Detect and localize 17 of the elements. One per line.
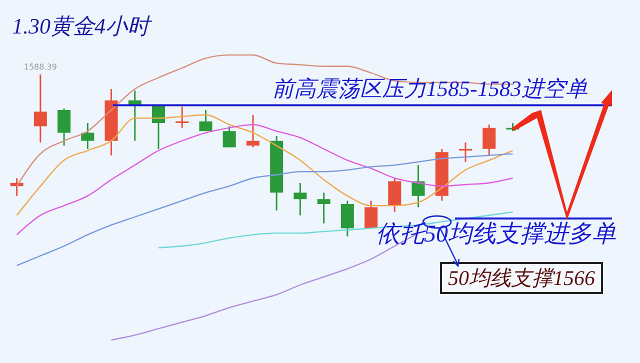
candlestick [199, 109, 212, 132]
chart-title: 1.30黄金4小时 [12, 13, 152, 38]
candlestick [81, 122, 94, 150]
candlestick [317, 192, 330, 224]
candlestick [246, 114, 260, 148]
annotation: 1588.39 [24, 62, 57, 72]
candlestick [176, 106, 189, 129]
candlestick [482, 124, 496, 156]
candlestick [412, 164, 425, 208]
candlestick [294, 182, 307, 216]
candlestick [58, 108, 71, 146]
candlestick [222, 126, 236, 148]
ref-line-label: 前高震荡区压力1585-1583进空单 [272, 76, 588, 102]
candlestick [459, 142, 472, 163]
candlestick [364, 200, 378, 230]
candlestick [34, 74, 47, 144]
text: 50均线支撑1566 [440, 262, 603, 294]
